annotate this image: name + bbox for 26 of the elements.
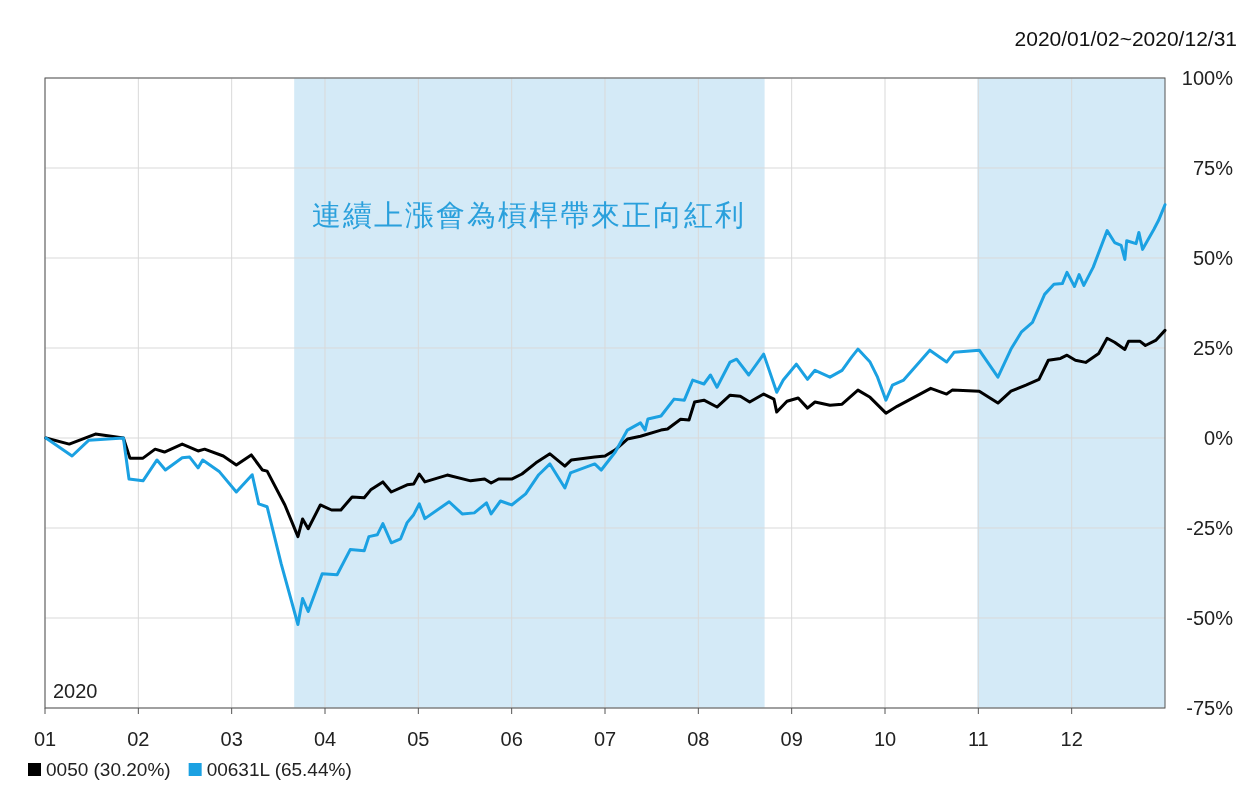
line-series	[44, 203, 1167, 626]
x-tick-label: 08	[687, 728, 710, 750]
x-tick-label: 01	[33, 728, 57, 750]
y-tick-label: -25%	[1186, 517, 1234, 539]
x-tick-label: 10	[873, 728, 897, 750]
annotation: 連續上漲會為槓桿帶來正向紅利	[312, 199, 747, 231]
x-tick-label: 04	[313, 728, 337, 750]
x-tick-label: 03	[220, 728, 243, 750]
y-tick-label: 100%	[1181, 67, 1234, 89]
y-tick-label: 0%	[1204, 427, 1234, 449]
y-tick-label: 50%	[1192, 247, 1234, 269]
x-tick-label: 02	[127, 728, 150, 750]
x-tick-label: 06	[500, 728, 523, 750]
x-tick-label: 12	[1060, 728, 1083, 750]
x-tick-label: 05	[407, 728, 430, 750]
x-tick-label: 07	[593, 728, 617, 750]
y-tick-label: -50%	[1186, 607, 1234, 629]
x-tick-label: 11	[967, 728, 989, 750]
legend-label: 00631L (65.44%)	[206, 759, 352, 780]
y-tick-label: 75%	[1192, 157, 1234, 179]
legend-label: 0050 (30.20%)	[46, 759, 171, 780]
x-tick-label: 09	[780, 728, 803, 750]
text: 2020/01/02~2020/12/31	[1014, 27, 1237, 50]
y-tick-label: -75%	[1186, 697, 1234, 719]
y-tick-label: 25%	[1192, 337, 1234, 359]
annotation: 2020	[53, 680, 98, 702]
